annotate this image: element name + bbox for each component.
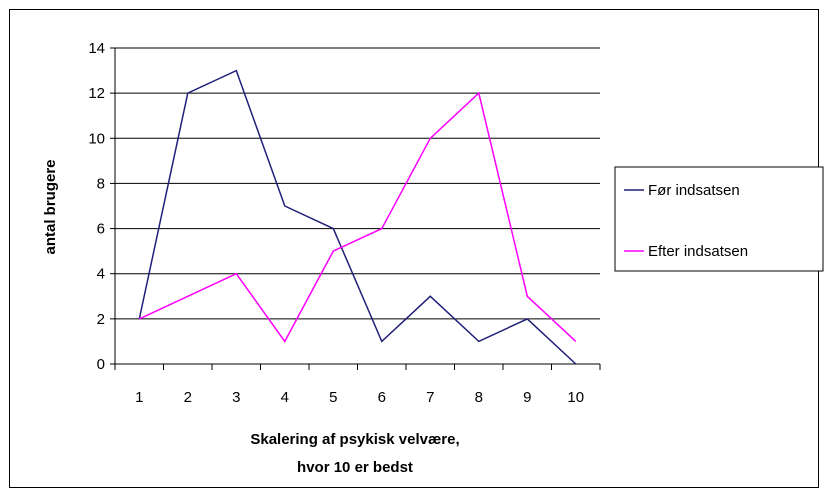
series-line-for: [138, 69, 577, 365]
y-tick-label-14: 14: [88, 40, 105, 57]
series-lines: [138, 69, 577, 365]
legend-label-efter: Efter indsatsen: [648, 243, 748, 260]
y-tick-label-6: 6: [97, 221, 105, 238]
x-tick-label-2: 2: [184, 389, 192, 406]
x-tick-label-7: 7: [426, 389, 434, 406]
x-tick-label-10: 10: [567, 389, 584, 406]
legend-box: [614, 166, 824, 272]
x-tick-label-6: 6: [378, 389, 386, 406]
x-tick-label-5: 5: [329, 389, 337, 406]
y-tick-label-0: 0: [97, 356, 105, 373]
y-tick-label-8: 8: [97, 175, 105, 192]
y-axis-title: antal brugere: [42, 159, 59, 254]
x-tick-labels: 1 2 3 4 5 6 7 8 9 10: [135, 389, 584, 406]
x-tick-label-4: 4: [281, 389, 289, 406]
x-axis-title-line2: hvor 10 er bedst: [297, 459, 413, 476]
x-tick-label-9: 9: [523, 389, 531, 406]
y-tick-label-10: 10: [88, 130, 105, 147]
x-axis-title-line1: Skalering af psykisk velvære,: [250, 431, 459, 448]
legend: Før indsatsen Efter indsatsen: [614, 166, 824, 272]
axes: [110, 47, 601, 370]
legend-label-for: Før indsatsen: [648, 182, 740, 199]
y-tick-label-4: 4: [97, 266, 105, 283]
y-tick-labels: 0 2 4 6 8 10 12 14: [88, 40, 105, 373]
y-tick-label-2: 2: [97, 311, 105, 328]
x-tick-label-8: 8: [475, 389, 483, 406]
x-tick-label-1: 1: [135, 389, 143, 406]
y-tick-label-12: 12: [88, 85, 105, 102]
x-tick-label-3: 3: [232, 389, 240, 406]
series-line-efter: [138, 91, 577, 343]
gridlines: [115, 47, 600, 320]
